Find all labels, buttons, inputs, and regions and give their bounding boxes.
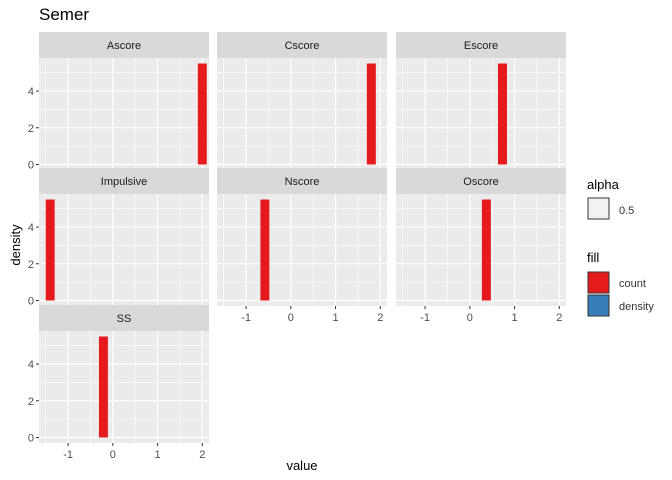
x-tick-label: -1 (420, 312, 430, 324)
x-tick-label: 0 (467, 312, 473, 324)
legend-fill-density-label: density (619, 301, 654, 313)
panel-background (396, 194, 566, 306)
x-tick-label: -1 (241, 312, 251, 324)
facet-strip-label: Escore (464, 40, 498, 52)
y-tick-label: 0 (28, 159, 34, 171)
facet-strip (396, 168, 566, 194)
facet-panel-ss: SS 0 2 4 -1 0 1 2 (28, 305, 209, 461)
histogram-bar (260, 199, 270, 301)
panel-background (39, 58, 209, 170)
facet-panel-oscore: Oscore -1 0 1 2 (396, 168, 566, 324)
histogram-bar (98, 336, 108, 438)
facet-strip-label: Cscore (285, 40, 320, 52)
y-tick-label: 4 (28, 222, 34, 234)
facet-panel-impulsive: Impulsive 0 2 4 (28, 168, 209, 307)
facet-strip-label: Nscore (285, 176, 320, 188)
facet-strip-label: Oscore (463, 176, 498, 188)
y-tick-label: 4 (28, 86, 34, 98)
legend: alpha 0.5 fill count density (587, 177, 654, 317)
y-tick-label: 2 (28, 259, 34, 271)
legend-fill-count-key (587, 271, 610, 294)
histogram-bar (197, 63, 207, 165)
legend-fill-count-label: count (619, 278, 646, 290)
panel-background (39, 194, 209, 306)
facet-strip-label: SS (117, 313, 132, 325)
chart-title: Semer (39, 5, 89, 24)
facet-strip (39, 168, 209, 194)
facet-strip (217, 32, 387, 58)
facet-strip (217, 168, 387, 194)
facet-strip-label: Impulsive (101, 176, 147, 188)
panel-background (217, 58, 387, 170)
histogram-bar (498, 63, 507, 165)
facet-panel-cscore: Cscore (217, 32, 387, 170)
x-tick-label: 2 (199, 449, 205, 461)
histogram-bar (481, 199, 491, 301)
x-axis-label: value (286, 458, 317, 473)
y-tick-label: 0 (28, 295, 34, 307)
y-tick-label: 2 (28, 396, 34, 408)
facet-strip (39, 32, 209, 58)
panel-background (39, 331, 209, 443)
x-tick-label: 1 (511, 312, 517, 324)
x-tick-label: 2 (377, 312, 383, 324)
x-tick-label: 1 (332, 312, 338, 324)
x-tick-label: 1 (154, 449, 160, 461)
histogram-bar (366, 63, 376, 165)
y-tick-label: 2 (28, 123, 34, 135)
legend-alpha-key (587, 197, 610, 220)
facet-panel-ascore: Ascore 0 2 4 (28, 32, 209, 171)
histogram-bar (45, 199, 55, 301)
y-axis-label: density (8, 224, 23, 266)
x-tick-label: 2 (556, 312, 562, 324)
x-tick-label: -1 (63, 449, 73, 461)
legend-fill-density-key (587, 294, 610, 317)
facet-strip (39, 305, 209, 331)
facet-strip-label: Ascore (107, 40, 141, 52)
facet-strip (396, 32, 566, 58)
facet-panel-nscore: Nscore -1 0 1 2 (217, 168, 387, 324)
x-tick-label: 0 (288, 312, 294, 324)
y-tick-label: 4 (28, 359, 34, 371)
legend-alpha-label: 0.5 (619, 205, 634, 217)
facet-panel-escore: Escore (396, 32, 566, 170)
panel-background (217, 194, 387, 306)
panel-background (396, 58, 566, 170)
legend-alpha-title: alpha (587, 177, 620, 192)
y-tick-label: 0 (28, 432, 34, 444)
x-tick-label: 0 (110, 449, 116, 461)
legend-fill-title: fill (587, 250, 599, 265)
